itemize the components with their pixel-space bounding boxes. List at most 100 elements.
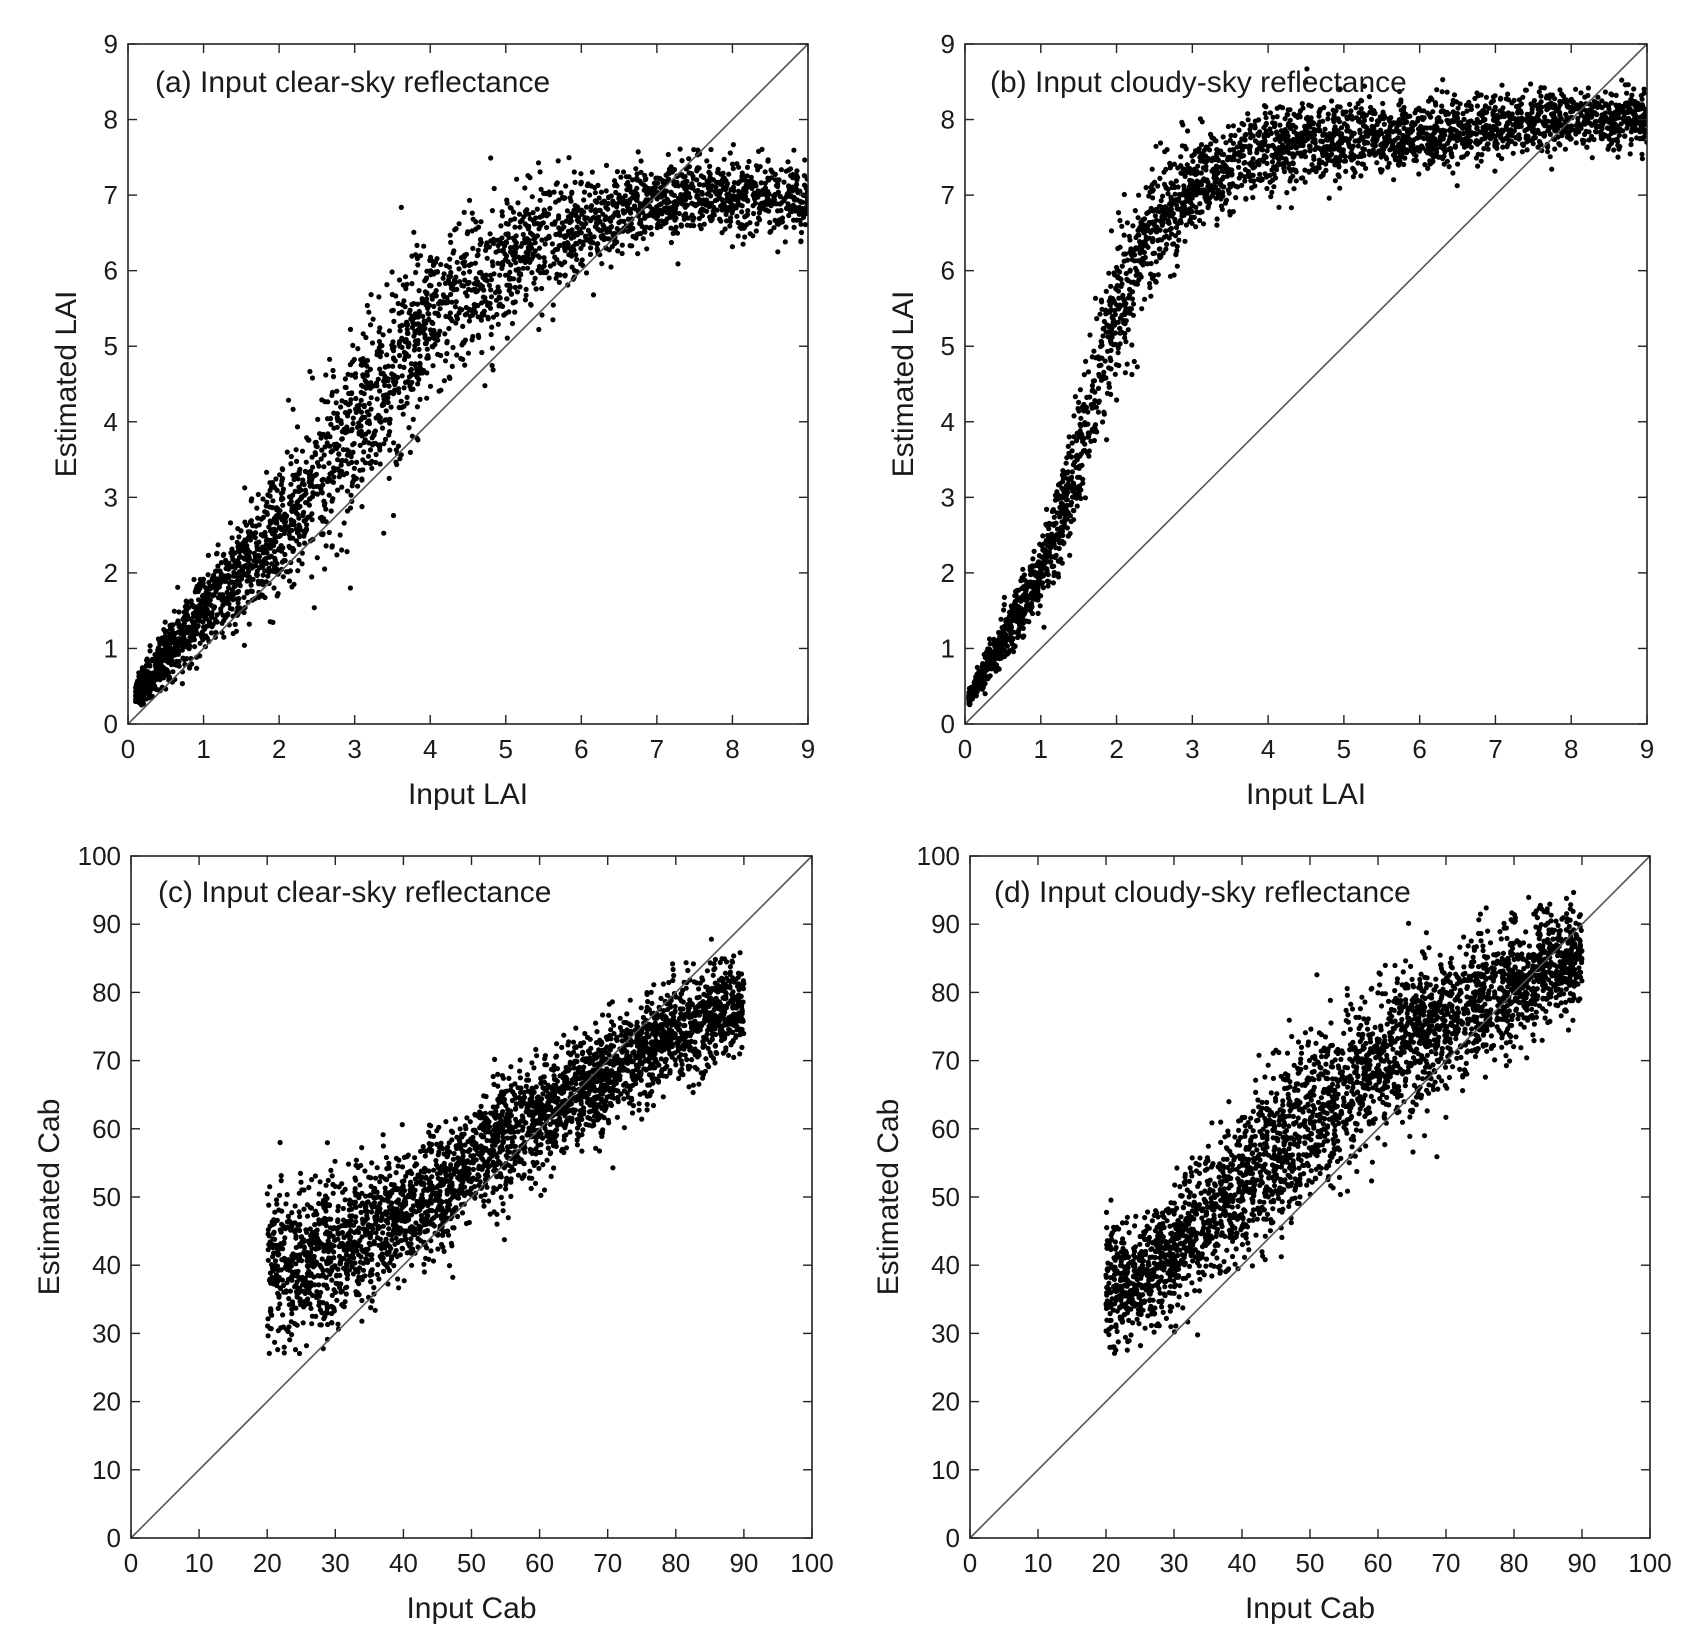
data-point [309,517,315,523]
data-point [402,274,409,280]
data-point [804,200,808,206]
data-point [390,348,397,354]
data-point [1145,227,1151,233]
data-point [756,210,763,216]
data-point [1156,203,1163,209]
data-point [232,560,238,566]
data-point [444,295,450,301]
data-point [541,207,547,213]
data-point [1095,409,1101,415]
data-point [550,317,556,323]
data-point [466,318,472,324]
data-point [440,292,446,298]
data-point [1270,114,1276,120]
data-point [381,441,387,447]
data-point [683,211,689,217]
data-point [329,543,335,549]
data-point [596,214,602,220]
data-point [171,608,177,614]
data-point [722,226,728,232]
data-point [473,275,479,282]
data-point [151,679,157,685]
data-point [1361,83,1368,89]
data-point [424,395,430,401]
data-point [382,436,389,442]
data-point [1037,603,1043,609]
data-point [1083,358,1089,364]
data-point [1153,143,1159,149]
data-point [310,490,316,496]
data-point [459,307,465,313]
data-point [236,534,242,540]
data-point [269,568,275,574]
data-point [427,282,433,288]
data-point [578,230,584,236]
data-point [190,621,196,628]
data-point [153,674,159,680]
data-point [738,225,744,231]
data-point [1097,311,1103,317]
data-point [1503,96,1509,102]
data-point [280,486,286,492]
data-point [439,300,445,306]
data-point [217,568,223,574]
data-point [327,434,333,440]
data-point [1087,332,1093,338]
data-point [338,404,344,410]
data-point [506,309,512,315]
data-point [349,498,355,504]
data-point [1116,295,1122,301]
data-point [407,368,414,374]
data-point [1269,159,1276,165]
data-point [488,277,495,283]
data-point [772,171,778,177]
data-point [465,350,471,356]
data-point [343,384,349,391]
data-point [562,272,568,278]
data-point [1350,174,1356,180]
data-point [497,295,503,301]
data-point [555,158,561,164]
data-point [615,248,621,254]
data-point [293,510,299,516]
data-point [348,397,354,403]
data-point [359,476,365,482]
data-point [1044,506,1050,512]
data-point [696,181,703,188]
data-point [1243,196,1249,202]
data-point [1522,87,1529,93]
data-point [637,178,643,184]
data-point [155,663,161,669]
data-point [1248,122,1254,128]
data-point [588,204,594,211]
data-point [201,635,208,641]
data-point [316,484,323,490]
data-point [399,322,405,328]
data-point [1163,228,1169,234]
data-point [489,208,495,214]
data-point [634,195,640,201]
data-point [399,335,405,341]
data-point [588,245,594,251]
data-point [185,599,191,606]
data-point [495,242,501,249]
data-point [573,240,579,246]
data-point [1117,244,1123,250]
data-point [1108,366,1114,372]
data-point [679,182,686,188]
data-point [739,209,745,215]
data-point [192,644,198,650]
data-point [513,260,519,266]
data-point [186,641,192,647]
data-point [974,664,980,670]
data-point [444,340,450,346]
data-point [292,488,298,494]
data-point [307,496,313,502]
data-point [245,548,251,554]
data-point [1174,263,1180,269]
data-point [1333,108,1339,114]
data-point [1309,162,1315,168]
data-point [1232,132,1238,139]
data-point [438,387,444,393]
data-point [381,396,387,402]
